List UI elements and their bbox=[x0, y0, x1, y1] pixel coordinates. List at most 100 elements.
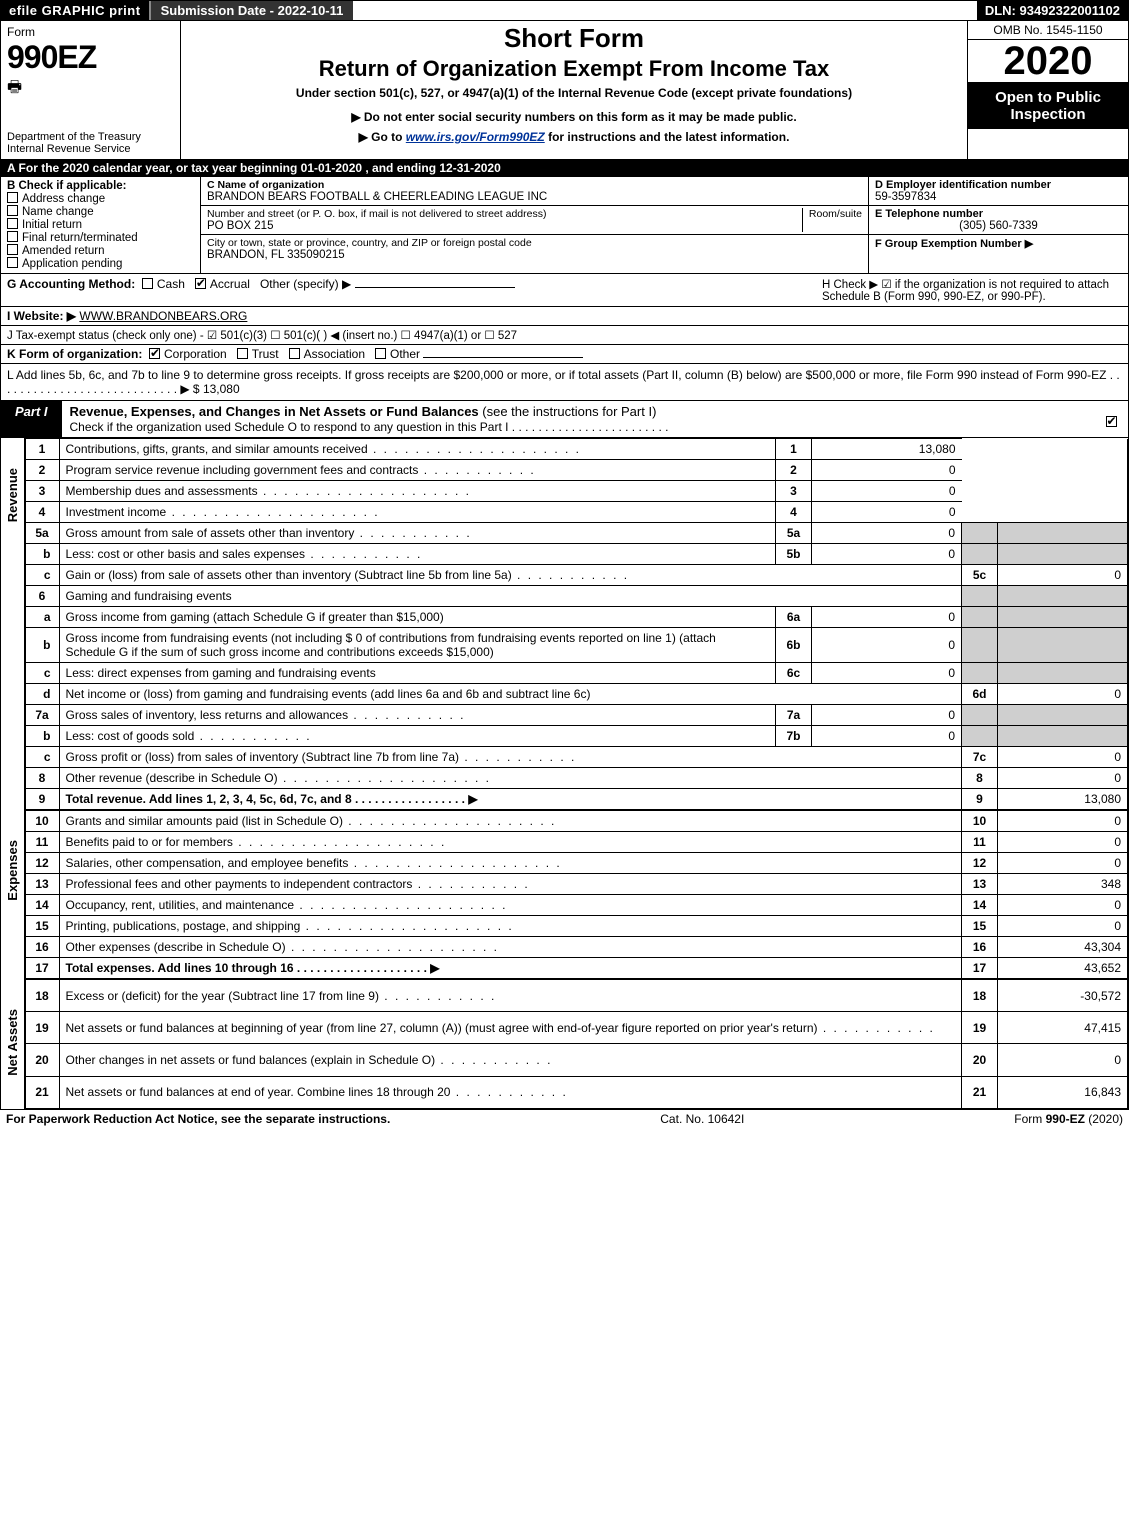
box-b: B Check if applicable: Address change Na… bbox=[1, 177, 201, 273]
cb-cash[interactable] bbox=[142, 278, 153, 289]
footer-left: For Paperwork Reduction Act Notice, see … bbox=[6, 1112, 390, 1126]
row-h: H Check ▶ ☑ if the organization is not r… bbox=[822, 277, 1122, 303]
goto-link[interactable]: www.irs.gov/Form990EZ bbox=[406, 130, 545, 144]
line-10: 10 Grants and similar amounts paid (list… bbox=[25, 811, 1127, 832]
top-bar: efile GRAPHIC print Submission Date - 20… bbox=[0, 0, 1129, 21]
revenue-table: 1 Contributions, gifts, grants, and simi… bbox=[25, 438, 1128, 810]
line-17: 17 Total expenses. Add lines 10 through … bbox=[25, 958, 1127, 979]
line-6c: c Less: direct expenses from gaming and … bbox=[25, 663, 1127, 684]
cb-corporation[interactable] bbox=[149, 348, 160, 359]
open-to-public: Open to Public Inspection bbox=[968, 83, 1128, 129]
line-2: 2 Program service revenue including gove… bbox=[25, 460, 1127, 481]
k-other-line[interactable] bbox=[423, 357, 583, 358]
c-street-row: Number and street (or P. O. box, if mail… bbox=[201, 206, 868, 235]
entity-block: B Check if applicable: Address change Na… bbox=[0, 177, 1129, 274]
line-6: 6 Gaming and fundraising events bbox=[25, 586, 1127, 607]
omb-number: OMB No. 1545-1150 bbox=[968, 21, 1128, 40]
line-7c: c Gross profit or (loss) from sales of i… bbox=[25, 747, 1127, 768]
revenue-section: Revenue 1 Contributions, gifts, grants, … bbox=[0, 438, 1129, 810]
netassets-table: 18 Excess or (deficit) for the year (Sub… bbox=[25, 979, 1128, 1109]
cb-accrual[interactable] bbox=[195, 278, 206, 289]
d-ein-label: D Employer identification number bbox=[875, 179, 1122, 191]
box-def: D Employer identification number 59-3597… bbox=[868, 177, 1128, 273]
netassets-side-label: Net Assets bbox=[1, 979, 25, 1109]
i-website[interactable]: WWW.BRANDONBEARS.ORG bbox=[79, 309, 247, 323]
cb-trust[interactable] bbox=[237, 348, 248, 359]
form-number: 990EZ bbox=[7, 39, 174, 76]
line-19: 19 Net assets or fund balances at beginn… bbox=[25, 1012, 1127, 1044]
line-8: 8 Other revenue (describe in Schedule O)… bbox=[25, 768, 1127, 789]
row-g-h: G Accounting Method: Cash Accrual Other … bbox=[0, 274, 1129, 307]
e-phone: E Telephone number (305) 560-7339 bbox=[869, 206, 1128, 235]
part1-tab: Part I bbox=[1, 401, 62, 437]
cb-address-change[interactable]: Address change bbox=[7, 193, 194, 205]
footer-center: Cat. No. 10642I bbox=[660, 1112, 744, 1126]
line-3: 3 Membership dues and assessments 3 0 bbox=[25, 481, 1127, 502]
line-4: 4 Investment income 4 0 bbox=[25, 502, 1127, 523]
d-ein-value: 59-3597834 bbox=[875, 191, 1122, 203]
row-j: J Tax-exempt status (check only one) - ☑… bbox=[0, 326, 1129, 345]
cb-final-return[interactable]: Final return/terminated bbox=[7, 232, 194, 244]
row-k: K Form of organization: Corporation Trus… bbox=[0, 345, 1129, 364]
expenses-section: Expenses 10 Grants and similar amounts p… bbox=[0, 810, 1129, 979]
topbar-spacer bbox=[353, 1, 976, 20]
department-label: Department of the Treasury bbox=[7, 131, 174, 143]
row-a-tax-year: A For the 2020 calendar year, or tax yea… bbox=[0, 160, 1129, 177]
c-city-row: City or town, state or province, country… bbox=[201, 235, 868, 263]
c-name-value: BRANDON BEARS FOOTBALL & CHEERLEADING LE… bbox=[207, 191, 862, 203]
row-l: L Add lines 5b, 6c, and 7b to line 9 to … bbox=[0, 364, 1129, 401]
cb-association[interactable] bbox=[289, 348, 300, 359]
part1-title: Revenue, Expenses, and Changes in Net As… bbox=[62, 401, 1098, 437]
printer-icon[interactable]: 🖶 bbox=[7, 76, 174, 103]
row-i: I Website: ▶ WWW.BRANDONBEARS.ORG bbox=[0, 307, 1129, 326]
cb-application-pending[interactable]: Application pending bbox=[7, 258, 194, 270]
line-5b: b Less: cost or other basis and sales ex… bbox=[25, 544, 1127, 565]
form-header: Form 990EZ 🖶 Department of the Treasury … bbox=[0, 21, 1129, 160]
c-street-value: PO BOX 215 bbox=[207, 220, 802, 232]
short-form-title: Short Form bbox=[189, 23, 959, 54]
e-phone-value: (305) 560-7339 bbox=[875, 220, 1122, 232]
part1-check: Check if the organization used Schedule … bbox=[70, 420, 669, 434]
line-16: 16 Other expenses (describe in Schedule … bbox=[25, 937, 1127, 958]
line-18: 18 Excess or (deficit) for the year (Sub… bbox=[25, 980, 1127, 1012]
box-c: C Name of organization BRANDON BEARS FOO… bbox=[201, 177, 868, 273]
line-6b: b Gross income from fundraising events (… bbox=[25, 628, 1127, 663]
cb-amended-return[interactable]: Amended return bbox=[7, 245, 194, 257]
efile-print-label[interactable]: efile GRAPHIC print bbox=[1, 1, 149, 20]
f-group: F Group Exemption Number ▶ bbox=[869, 235, 1128, 252]
part1-schedule-o-checkbox[interactable] bbox=[1098, 401, 1128, 437]
dln-number: DLN: 93492322001102 bbox=[977, 1, 1128, 20]
cb-other[interactable] bbox=[375, 348, 386, 359]
line-6a: a Gross income from gaming (attach Sched… bbox=[25, 607, 1127, 628]
page-footer: For Paperwork Reduction Act Notice, see … bbox=[0, 1109, 1129, 1128]
tax-year: 2020 bbox=[968, 40, 1128, 83]
cb-initial-return[interactable]: Initial return bbox=[7, 219, 194, 231]
c-city-label: City or town, state or province, country… bbox=[207, 237, 862, 249]
header-right: OMB No. 1545-1150 2020 Open to Public In… bbox=[968, 21, 1128, 159]
k-label: K Form of organization: bbox=[7, 347, 142, 361]
footer-right: Form 990-EZ (2020) bbox=[1014, 1112, 1123, 1126]
line-7a: 7a Gross sales of inventory, less return… bbox=[25, 705, 1127, 726]
line-9: 9 Total revenue. Add lines 1, 2, 3, 4, 5… bbox=[25, 789, 1127, 810]
g-other-line[interactable] bbox=[355, 287, 515, 288]
c-city-value: BRANDON, FL 335090215 bbox=[207, 249, 862, 261]
c-street-label: Number and street (or P. O. box, if mail… bbox=[207, 208, 802, 220]
line-13: 13 Professional fees and other payments … bbox=[25, 874, 1127, 895]
room-suite-label: Room/suite bbox=[802, 208, 862, 232]
part1-bar: Part I Revenue, Expenses, and Changes in… bbox=[0, 401, 1129, 438]
line-14: 14 Occupancy, rent, utilities, and maint… bbox=[25, 895, 1127, 916]
line-21: 21 Net assets or fund balances at end of… bbox=[25, 1076, 1127, 1108]
line-5a: 5a Gross amount from sale of assets othe… bbox=[25, 523, 1127, 544]
revenue-side-label: Revenue bbox=[1, 438, 25, 810]
c-name-row: C Name of organization BRANDON BEARS FOO… bbox=[201, 177, 868, 206]
under-section: Under section 501(c), 527, or 4947(a)(1)… bbox=[189, 86, 959, 100]
cb-name-change[interactable]: Name change bbox=[7, 206, 194, 218]
i-label: I Website: ▶ bbox=[7, 309, 76, 323]
box-b-heading: B Check if applicable: bbox=[7, 180, 194, 192]
d-ein: D Employer identification number 59-3597… bbox=[869, 177, 1128, 206]
expenses-side-label: Expenses bbox=[1, 810, 25, 979]
submission-date: Submission Date - 2022-10-11 bbox=[149, 1, 354, 20]
line-5c: c Gain or (loss) from sale of assets oth… bbox=[25, 565, 1127, 586]
line-12: 12 Salaries, other compensation, and emp… bbox=[25, 853, 1127, 874]
header-center: Short Form Return of Organization Exempt… bbox=[181, 21, 968, 159]
